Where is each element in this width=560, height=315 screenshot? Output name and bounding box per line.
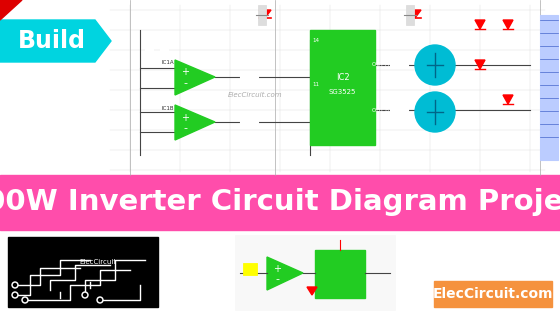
Text: -: - [183, 123, 187, 133]
Bar [235, 235, 395, 310]
Text: IC2: IC2 [335, 73, 349, 82]
Polygon shape [259, 10, 271, 18]
Text: ElecCircuit.com: ElecCircuit.com [433, 287, 553, 301]
Bar [0, 230, 560, 315]
Circle shape [415, 92, 455, 132]
Circle shape [13, 284, 16, 287]
Polygon shape [175, 60, 215, 95]
Bar [145, 40, 153, 58]
Bar [390, 106, 408, 114]
Text: -: - [183, 78, 187, 88]
Text: 14: 14 [312, 37, 319, 43]
Polygon shape [409, 10, 421, 18]
Text: 11: 11 [312, 83, 319, 88]
Text: +: + [181, 67, 189, 77]
Circle shape [83, 294, 86, 296]
Bar [434, 281, 552, 307]
Bar [406, 5, 414, 25]
Text: IC1B: IC1B [162, 106, 175, 111]
Text: ElecCircuit.com: ElecCircuit.com [228, 92, 282, 98]
Circle shape [24, 299, 26, 301]
Circle shape [99, 299, 101, 301]
Bar [540, 15, 558, 160]
Text: OUT A: OUT A [372, 62, 389, 67]
Text: OUT B: OUT B [372, 107, 389, 112]
Bar [258, 5, 266, 25]
Polygon shape [503, 20, 513, 29]
Circle shape [415, 45, 455, 85]
Bar [160, 40, 168, 58]
Circle shape [22, 297, 28, 303]
Polygon shape [475, 20, 485, 29]
Polygon shape [475, 60, 485, 69]
Text: -: - [275, 274, 279, 284]
Bar [0, 175, 560, 230]
Polygon shape [503, 95, 513, 104]
Text: SG3525: SG3525 [329, 89, 356, 95]
Text: ElecCircuit: ElecCircuit [80, 259, 116, 265]
Text: +: + [273, 264, 281, 274]
Bar [243, 263, 257, 275]
Circle shape [12, 292, 18, 298]
Polygon shape [307, 287, 317, 295]
Text: +: + [181, 113, 189, 123]
Polygon shape [267, 257, 303, 290]
Polygon shape [175, 105, 215, 140]
Circle shape [97, 297, 103, 303]
Circle shape [82, 292, 88, 298]
Text: IC1A: IC1A [162, 60, 175, 66]
Polygon shape [0, 0, 22, 20]
Polygon shape [0, 20, 111, 62]
Bar [315, 250, 365, 298]
Bar [310, 30, 375, 145]
Bar [8, 237, 158, 307]
Circle shape [13, 294, 16, 296]
Bar [240, 118, 258, 126]
Text: 200W Inverter Circuit Diagram Project: 200W Inverter Circuit Diagram Project [0, 188, 560, 216]
Bar [240, 73, 258, 81]
Text: Build: Build [17, 29, 86, 53]
Bar [0, 0, 560, 175]
Circle shape [12, 282, 18, 288]
Bar [390, 60, 408, 68]
